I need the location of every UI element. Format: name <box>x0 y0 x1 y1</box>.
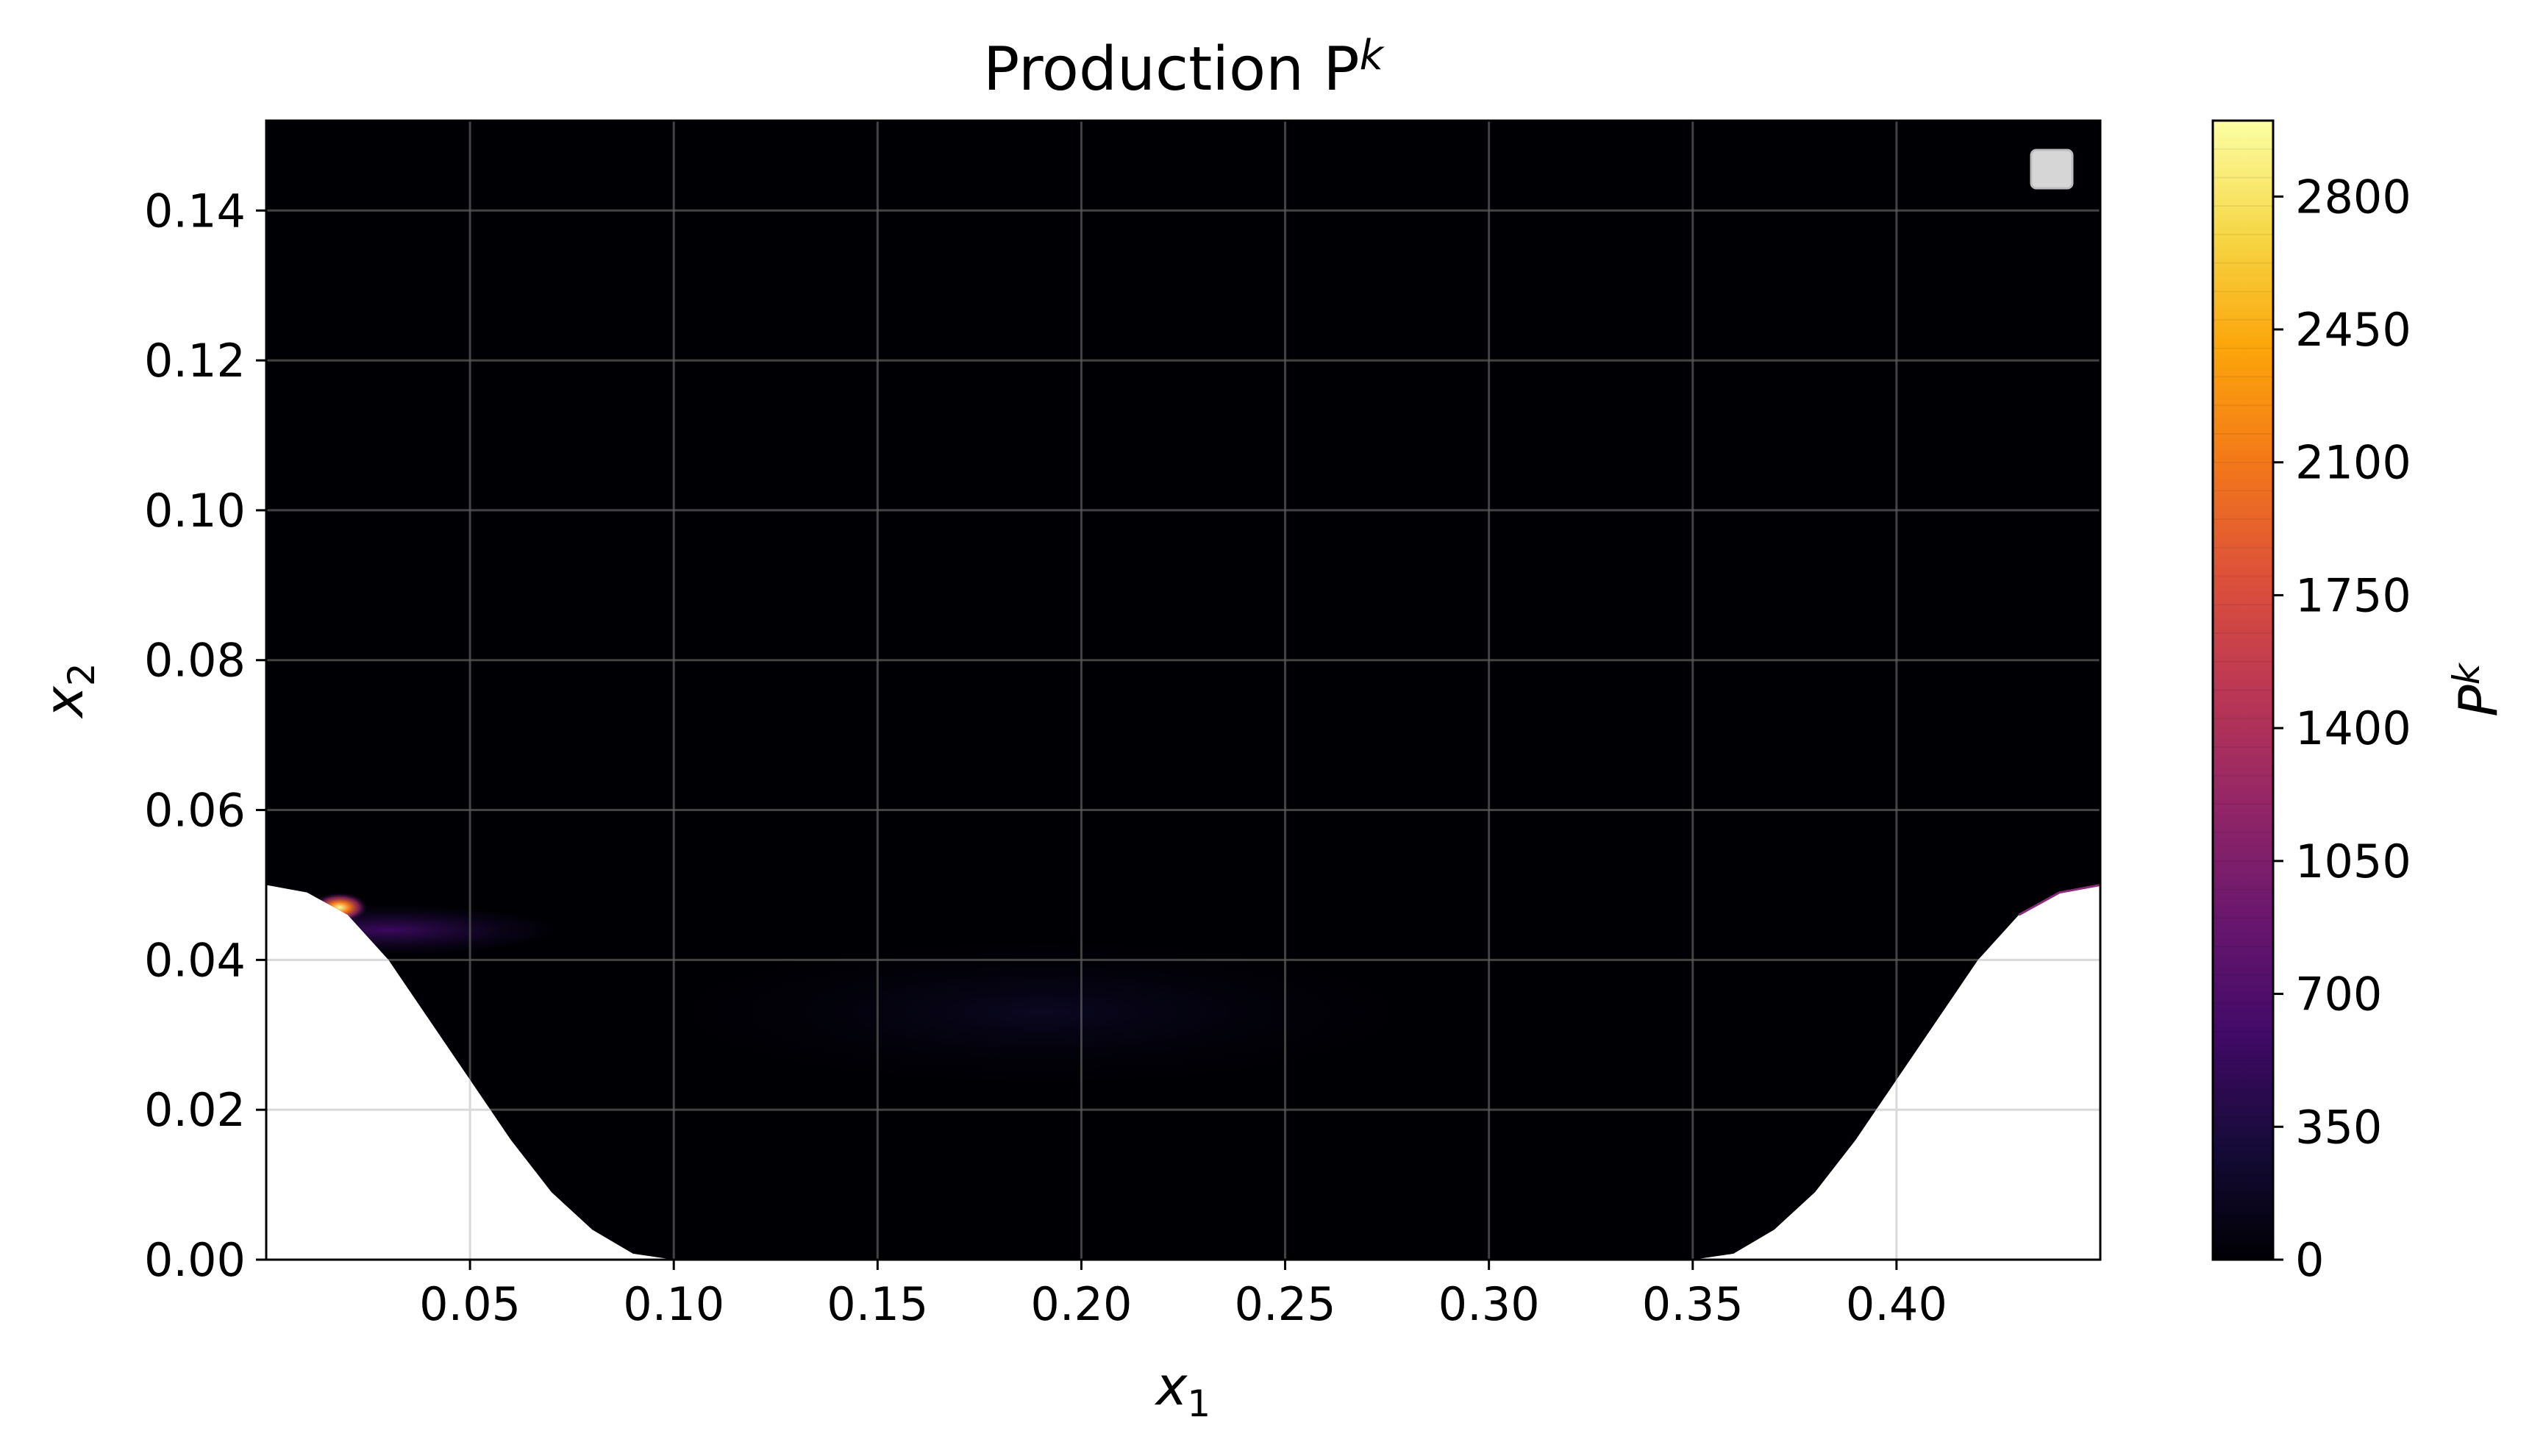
colorbar-tick-label-7: 2450 <box>2295 303 2411 357</box>
x-axis-label: x1 <box>1155 1355 1210 1425</box>
colorbar-tick-label-6: 2100 <box>2295 436 2411 490</box>
domain-boundary-mask <box>266 885 2100 1260</box>
chart-title: Production Pk <box>983 32 1385 104</box>
colorbar-tick-label-2: 700 <box>2295 968 2382 1021</box>
legend-box <box>2030 149 2074 190</box>
y-axis-label: x2 <box>33 663 103 718</box>
plot-frame <box>265 119 2102 1261</box>
x-tick-label-0: 0.05 <box>419 1277 521 1331</box>
colorbar-tick-label-5: 1750 <box>2295 568 2411 622</box>
colorbar-tick-label-1: 350 <box>2295 1100 2382 1154</box>
y-tick-label-7: 0.14 <box>144 184 246 238</box>
colorbar-tick-label-8: 2800 <box>2295 170 2411 224</box>
colorbar-label-text: P <box>2447 685 2509 717</box>
y-axis: 0.00 0.02 0.04 0.06 0.08 0.10 0.12 0.14 <box>144 184 266 1287</box>
colorbar-ticks: 0 350 700 1050 1400 1750 2100 2450 2800 <box>2273 170 2411 1287</box>
chart-title-superscript: k <box>1360 32 1385 79</box>
colorbar: 0 350 700 1050 1400 1750 2100 2450 2800 Pk <box>2211 119 2509 1287</box>
heatmap-hotspot-faint <box>629 931 1453 1093</box>
y-tick-label-1: 0.02 <box>144 1083 246 1137</box>
colorbar-bands <box>2213 148 2273 1232</box>
y-axis-label-text: x <box>33 685 95 719</box>
chart-title-text: Production P <box>983 35 1360 104</box>
colorbar-label: Pk <box>2445 662 2509 716</box>
colorbar-tick-label-3: 1050 <box>2295 835 2411 888</box>
y-tick-label-5: 0.10 <box>144 484 246 538</box>
y-tick-label-6: 0.12 <box>144 334 246 388</box>
colorbar-frame <box>2211 119 2275 1261</box>
x-tick-label-7: 0.40 <box>1846 1277 1947 1331</box>
colorbar-gradient <box>2213 121 2273 1260</box>
x-tick-label-6: 0.35 <box>1642 1277 1744 1331</box>
x-axis-label-subscript: 1 <box>1187 1382 1210 1425</box>
x-tick-label-4: 0.25 <box>1235 1277 1336 1331</box>
y-tick-label-4: 0.08 <box>144 634 246 688</box>
x-tick-label-1: 0.10 <box>623 1277 724 1331</box>
x-axis: 0.05 0.10 0.15 0.20 0.25 0.30 0.35 0.40 <box>419 1260 1947 1331</box>
right-wall-edge <box>2018 883 2100 916</box>
x-tick-label-5: 0.30 <box>1438 1277 1540 1331</box>
y-tick-label-0: 0.00 <box>144 1233 246 1287</box>
colorbar-tick-label-0: 0 <box>2295 1233 2324 1287</box>
x-axis-label-text: x <box>1155 1355 1188 1417</box>
colorbar-label-superscript: k <box>2445 662 2488 685</box>
y-tick-label-3: 0.06 <box>144 784 246 838</box>
y-axis-label-subscript: 2 <box>60 663 103 686</box>
colorbar-tick-label-4: 1400 <box>2295 702 2411 755</box>
y-tick-label-2: 0.04 <box>144 933 246 987</box>
x-tick-label-2: 0.15 <box>827 1277 928 1331</box>
heatmap-background <box>266 121 2100 1260</box>
grid <box>266 121 2100 1260</box>
x-tick-label-3: 0.20 <box>1030 1277 1132 1331</box>
